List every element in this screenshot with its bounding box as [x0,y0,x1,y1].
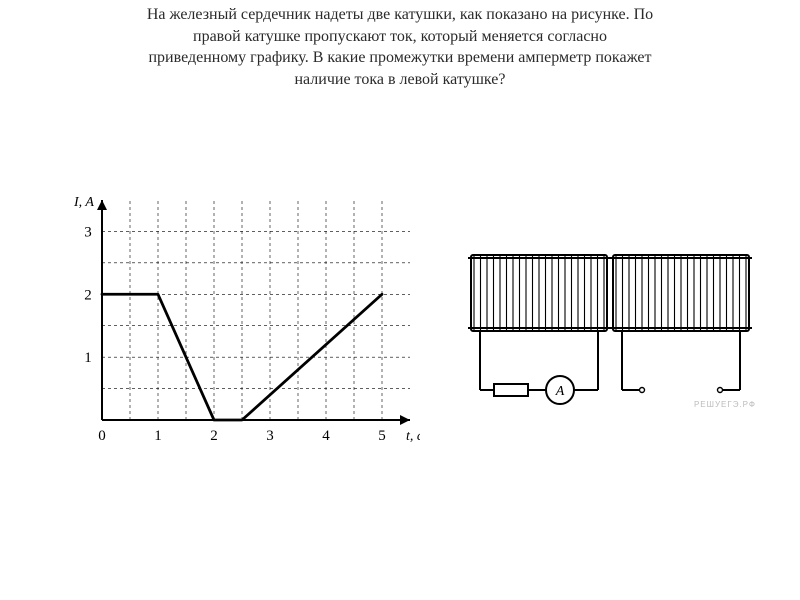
svg-text:2: 2 [210,428,218,444]
q-line-4: наличие тока в левой катушке? [294,71,505,88]
coils-diagram: A [460,250,760,420]
q-line-2: правой катушке пропускают ток, который м… [193,28,607,45]
svg-text:4: 4 [322,428,330,444]
current-vs-time-chart: 0 1 2 3 4 5 1 2 3 t, c I, A [60,190,420,450]
watermark: РЕШУЕГЭ.РФ [694,400,756,409]
svg-text:0: 0 [98,428,106,444]
svg-text:A: A [555,384,565,399]
svg-text:2: 2 [84,287,92,303]
svg-text:1: 1 [84,350,92,366]
svg-text:3: 3 [84,224,92,240]
svg-text:3: 3 [266,428,274,444]
svg-text:t, c: t, c [406,429,420,444]
svg-text:5: 5 [378,428,386,444]
svg-text:I, A: I, A [73,195,94,210]
svg-text:1: 1 [154,428,162,444]
q-line-1: На железный сердечник надеты две катушки… [147,6,653,23]
q-line-3: приведенному графику. В какие промежутки… [148,49,651,66]
problem-text: На железный сердечник надеты две катушки… [0,0,800,90]
